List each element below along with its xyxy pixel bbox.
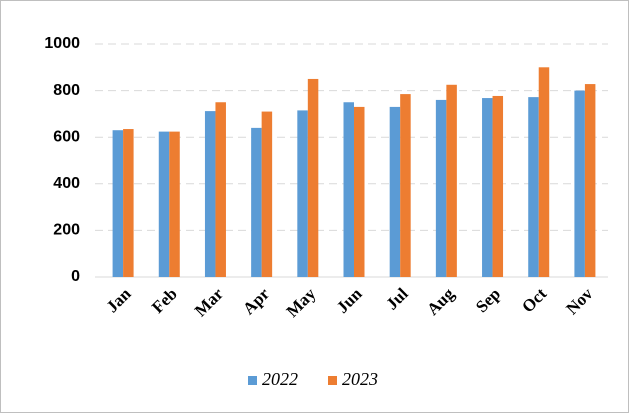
bar	[400, 94, 411, 277]
bar	[251, 127, 262, 277]
bar	[307, 78, 319, 277]
bar	[343, 102, 354, 277]
y-tick-label: 1000	[44, 35, 80, 52]
bar	[297, 110, 308, 277]
legend-swatch	[248, 376, 257, 385]
bar	[354, 106, 365, 277]
bar	[574, 90, 585, 277]
legend-label: 2022	[262, 369, 298, 389]
legend-label: 2023	[342, 369, 378, 389]
bar	[492, 95, 504, 277]
bar	[482, 98, 493, 277]
bar	[584, 84, 596, 278]
y-tick-label: 800	[53, 82, 80, 99]
bar	[169, 131, 180, 277]
bar	[204, 111, 216, 277]
bar	[261, 111, 273, 277]
y-tick-label: 600	[53, 128, 80, 145]
bar	[389, 106, 401, 277]
bar	[112, 130, 124, 277]
bar	[435, 99, 447, 277]
bar	[158, 131, 170, 277]
y-tick-label: 200	[53, 222, 80, 239]
y-tick-label: 400	[53, 175, 80, 192]
bar	[123, 129, 134, 277]
bar	[215, 102, 226, 277]
bar	[538, 67, 550, 277]
legend-swatch	[328, 376, 337, 385]
bar	[446, 84, 457, 278]
y-tick-label: 0	[71, 268, 80, 285]
bar	[528, 97, 539, 278]
